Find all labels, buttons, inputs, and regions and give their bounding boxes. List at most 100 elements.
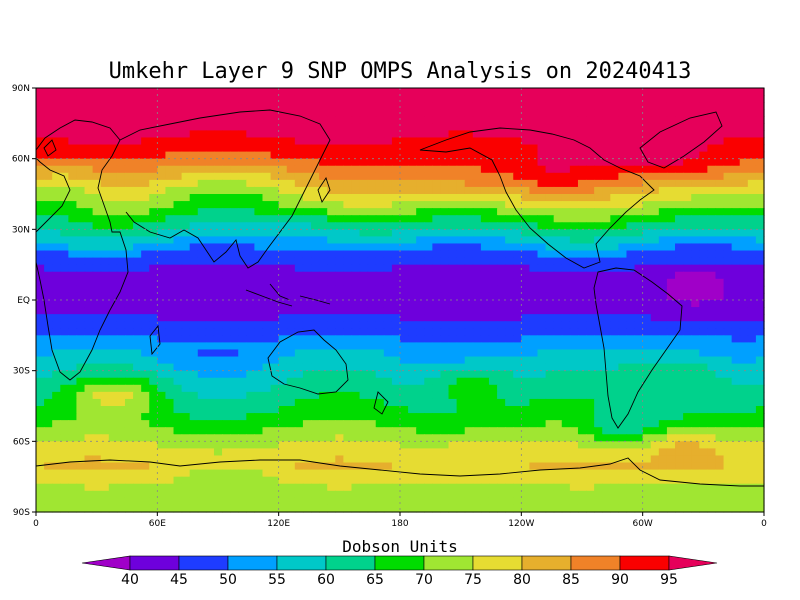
field-cell (731, 186, 741, 195)
field-cell (472, 151, 482, 160)
field-cell (68, 314, 78, 322)
field-cell (618, 300, 628, 308)
field-cell (181, 370, 191, 379)
field-cell (383, 165, 393, 174)
field-cell (60, 250, 69, 259)
field-cell (739, 222, 749, 230)
field-cell (529, 130, 539, 139)
field-cell (124, 194, 134, 202)
field-cell (400, 215, 409, 223)
field-cell (116, 243, 126, 252)
field-cell (133, 229, 142, 237)
field-cell (302, 102, 312, 110)
field-cell (464, 377, 474, 386)
field-cell (335, 434, 344, 442)
field-cell (545, 264, 555, 273)
field-cell (270, 406, 280, 414)
field-cell (351, 384, 361, 393)
field-cell (529, 363, 539, 372)
field-cell (100, 335, 110, 343)
field-cell (675, 342, 684, 351)
field-cell (723, 434, 733, 442)
field-cell (561, 314, 571, 322)
field-cell (707, 441, 717, 449)
field-cell (691, 363, 700, 372)
field-cell (359, 236, 369, 245)
field-cell (149, 158, 158, 167)
field-cell (715, 186, 725, 195)
field-cell (464, 123, 474, 131)
field-cell (68, 123, 78, 131)
field-cell (739, 257, 749, 266)
field-cell (383, 250, 393, 259)
field-cell (116, 420, 126, 428)
field-cell (666, 215, 676, 223)
field-cell (44, 257, 53, 266)
field-cell (642, 243, 652, 252)
field-cell (68, 264, 78, 273)
field-cell (747, 285, 757, 294)
field-cell (351, 208, 361, 216)
field-cell (173, 349, 183, 358)
field-cell (658, 264, 668, 273)
field-cell (586, 243, 595, 252)
field-cell (723, 250, 733, 259)
field-cell (375, 434, 385, 442)
field-cell (715, 406, 725, 414)
field-cell (424, 257, 433, 266)
field-cell (602, 137, 611, 146)
field-cell (213, 250, 223, 259)
field-cell (723, 300, 733, 308)
field-cell (189, 95, 199, 103)
field-cell (505, 116, 514, 124)
field-cell (666, 398, 676, 407)
field-cell (173, 469, 183, 478)
field-cell (246, 469, 255, 478)
field-cell (100, 469, 110, 478)
field-cell (286, 102, 296, 110)
field-cell (213, 236, 223, 245)
field-cell (165, 335, 175, 343)
field-cell (375, 476, 385, 485)
field-cell (739, 448, 749, 457)
field-cell (747, 88, 757, 96)
field-cell (238, 335, 247, 343)
field-cell (319, 342, 328, 351)
field-cell (553, 328, 563, 336)
field-cell (755, 406, 765, 414)
field-cell (108, 314, 118, 322)
field-cell (424, 448, 433, 457)
field-cell (416, 109, 425, 117)
field-cell (561, 335, 571, 343)
field-cell (755, 420, 765, 428)
field-cell (521, 130, 531, 139)
field-cell (707, 349, 717, 358)
field-cell (286, 406, 296, 414)
field-cell (586, 123, 595, 131)
field-cell (747, 179, 757, 188)
field-cell (262, 328, 272, 336)
field-cell (124, 285, 134, 294)
field-cell (124, 179, 134, 188)
field-cell (213, 349, 223, 358)
field-cell (537, 222, 547, 230)
field-cell (569, 328, 579, 336)
field-cell (181, 314, 191, 322)
field-cell (642, 186, 652, 195)
field-cell (116, 370, 126, 379)
field-cell (311, 130, 320, 139)
field-cell (60, 292, 69, 301)
field-cell (189, 208, 199, 216)
field-cell (464, 250, 474, 259)
field-cell (116, 151, 126, 160)
field-cell (286, 420, 296, 428)
field-cell (650, 363, 660, 372)
field-cell (133, 335, 142, 343)
field-cell (456, 179, 466, 188)
field-cell (60, 116, 69, 124)
field-cell (335, 229, 344, 237)
field-cell (246, 151, 255, 160)
field-cell (36, 236, 45, 245)
field-cell (400, 356, 409, 365)
field-cell (319, 377, 328, 386)
